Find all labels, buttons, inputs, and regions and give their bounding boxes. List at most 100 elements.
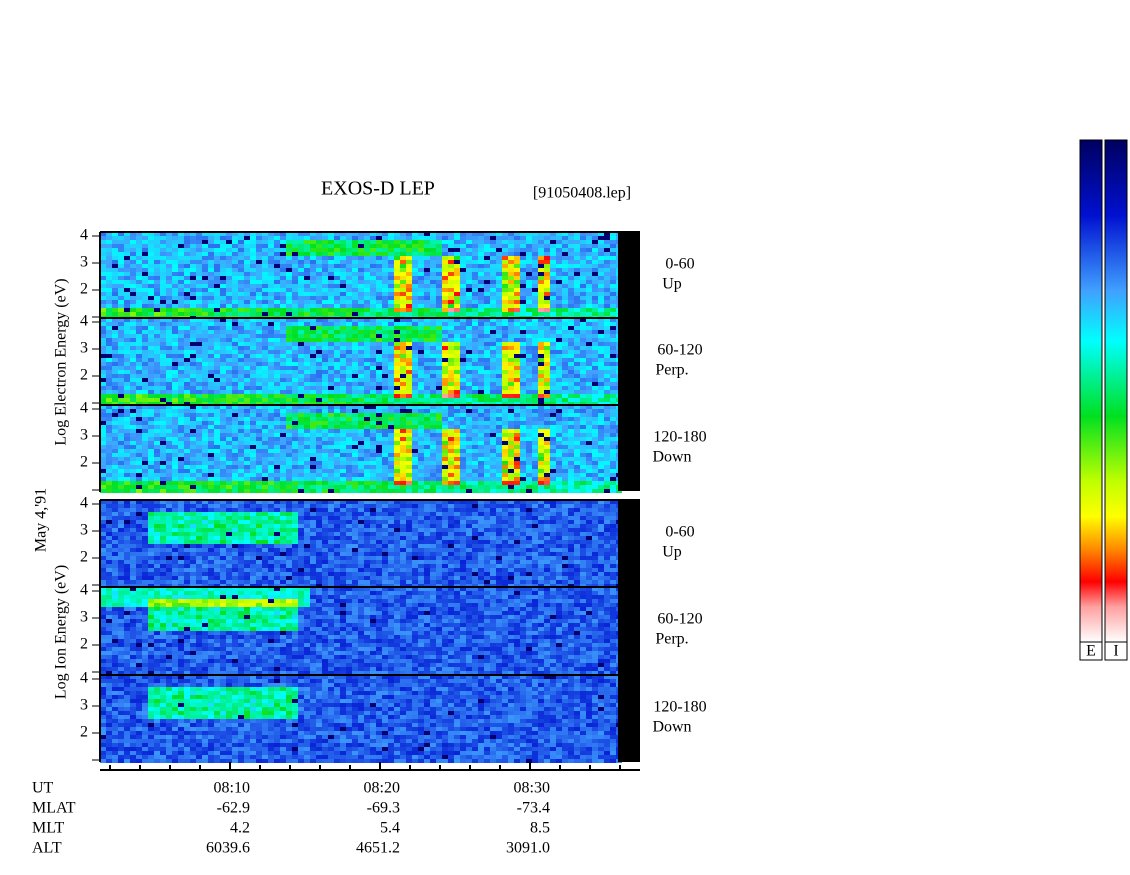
spectrogram-cell bbox=[586, 308, 592, 312]
spectrogram-cell bbox=[382, 276, 388, 280]
spectrogram-cell bbox=[328, 330, 334, 334]
spectrogram-cell bbox=[226, 473, 232, 477]
spectrogram-cell bbox=[220, 272, 226, 276]
spectrogram-cell bbox=[496, 362, 502, 366]
spectrogram-cell bbox=[274, 358, 280, 362]
spectrogram-cell bbox=[478, 322, 484, 326]
spectrogram-cell bbox=[430, 244, 436, 248]
spectrogram-cell bbox=[130, 485, 136, 489]
spectrogram-cell bbox=[424, 300, 430, 304]
spectrogram-cell bbox=[484, 248, 490, 252]
spectrogram-cell bbox=[172, 437, 178, 441]
spectrogram-cell bbox=[118, 445, 124, 449]
spectrogram-cell bbox=[202, 366, 208, 370]
spectrogram-cell bbox=[124, 322, 130, 326]
spectrogram-cell bbox=[598, 308, 604, 312]
spectrogram-cell bbox=[262, 232, 268, 236]
spectrogram-cell bbox=[256, 318, 262, 322]
spectrogram-cell bbox=[610, 338, 616, 342]
spectrogram-cell bbox=[526, 330, 532, 334]
spectrogram-cell bbox=[328, 354, 334, 358]
spectrogram-cell bbox=[598, 312, 604, 316]
spectrogram-cell bbox=[352, 461, 358, 465]
spectrogram-cell bbox=[286, 264, 292, 268]
spectrogram-cell bbox=[448, 300, 454, 304]
spectrogram-cell bbox=[442, 244, 448, 248]
spectrogram-cell bbox=[580, 232, 586, 236]
spectrogram-cell bbox=[112, 382, 118, 386]
spectrogram-cell bbox=[388, 398, 394, 402]
spectrogram-cell bbox=[322, 296, 328, 300]
spectrogram-cell bbox=[100, 433, 106, 437]
spectrogram-cell bbox=[352, 318, 358, 322]
spectrogram-cell bbox=[262, 276, 268, 280]
spectrogram-cell bbox=[436, 394, 442, 398]
spectrogram-cell bbox=[196, 272, 202, 276]
spectrogram-cell bbox=[550, 346, 556, 350]
spectrogram-cell bbox=[208, 268, 214, 272]
spectrogram-cell bbox=[190, 264, 196, 268]
spectrogram-cell bbox=[418, 256, 424, 260]
spectrogram-cell bbox=[598, 338, 604, 342]
spectrogram-cell bbox=[340, 342, 346, 346]
spectrogram-cell bbox=[214, 326, 220, 330]
spectrogram-cell bbox=[220, 366, 226, 370]
spectrogram-cell bbox=[142, 284, 148, 288]
spectrogram-cell bbox=[148, 437, 154, 441]
spectrogram-cell bbox=[232, 236, 238, 240]
spectrogram-cell bbox=[262, 481, 268, 485]
spectrogram-cell bbox=[328, 308, 334, 312]
spectrogram-cell bbox=[460, 346, 466, 350]
spectrogram-cell bbox=[226, 374, 232, 378]
spectrogram-cell bbox=[226, 469, 232, 473]
spectrogram-cell bbox=[202, 272, 208, 276]
spectrogram-cell bbox=[178, 268, 184, 272]
spectrogram-cell bbox=[142, 308, 148, 312]
spectrogram-cell bbox=[274, 338, 280, 342]
spectrogram-cell bbox=[586, 330, 592, 334]
spectrogram-cell bbox=[178, 240, 184, 244]
spectrogram-cell bbox=[208, 284, 214, 288]
spectrogram-cell bbox=[286, 268, 292, 272]
spectrogram-cell bbox=[280, 292, 286, 296]
spectrogram-cell bbox=[340, 252, 346, 256]
spectrogram-cell bbox=[592, 334, 598, 338]
spectrogram-cell bbox=[232, 386, 238, 390]
spectrogram-cell bbox=[124, 457, 130, 461]
spectrogram-cell bbox=[586, 354, 592, 358]
spectrogram-cell bbox=[292, 312, 298, 316]
spectrogram-cell bbox=[334, 354, 340, 358]
spectrogram-cell bbox=[130, 409, 136, 413]
spectrogram-cell bbox=[370, 252, 376, 256]
spectrogram-cell bbox=[436, 354, 442, 358]
spectrogram-cell bbox=[238, 390, 244, 394]
spectrogram-cell bbox=[292, 433, 298, 437]
spectrogram-cell bbox=[598, 378, 604, 382]
spectrogram-cell bbox=[292, 453, 298, 457]
spectrogram-cell bbox=[244, 248, 250, 252]
spectrogram-cell bbox=[532, 288, 538, 292]
spectrogram-cell bbox=[280, 370, 286, 374]
spectrogram-cell bbox=[280, 240, 286, 244]
spectrogram-cell bbox=[316, 308, 322, 312]
spectrogram-cell bbox=[490, 322, 496, 326]
spectrogram-cell bbox=[202, 276, 208, 280]
spectrogram-cell bbox=[586, 272, 592, 276]
spectrogram-cell bbox=[592, 330, 598, 334]
spectrogram-cell bbox=[436, 334, 442, 338]
spectrogram-cell bbox=[454, 260, 460, 264]
spectrogram-cell bbox=[484, 244, 490, 248]
spectrogram-cell bbox=[526, 354, 532, 358]
spectrogram-cell bbox=[370, 334, 376, 338]
spectrogram-cell bbox=[310, 441, 316, 445]
spectrogram-cell bbox=[358, 350, 364, 354]
spectrogram-cell bbox=[574, 342, 580, 346]
spectrogram-cell bbox=[346, 449, 352, 453]
spectrogram-cell bbox=[154, 272, 160, 276]
spectrogram-cell bbox=[472, 292, 478, 296]
spectrogram-cell bbox=[142, 417, 148, 421]
spectrogram-cell bbox=[304, 453, 310, 457]
spectrogram-cell bbox=[136, 429, 142, 433]
spectrogram-cell bbox=[388, 366, 394, 370]
spectrogram-cell bbox=[136, 338, 142, 342]
